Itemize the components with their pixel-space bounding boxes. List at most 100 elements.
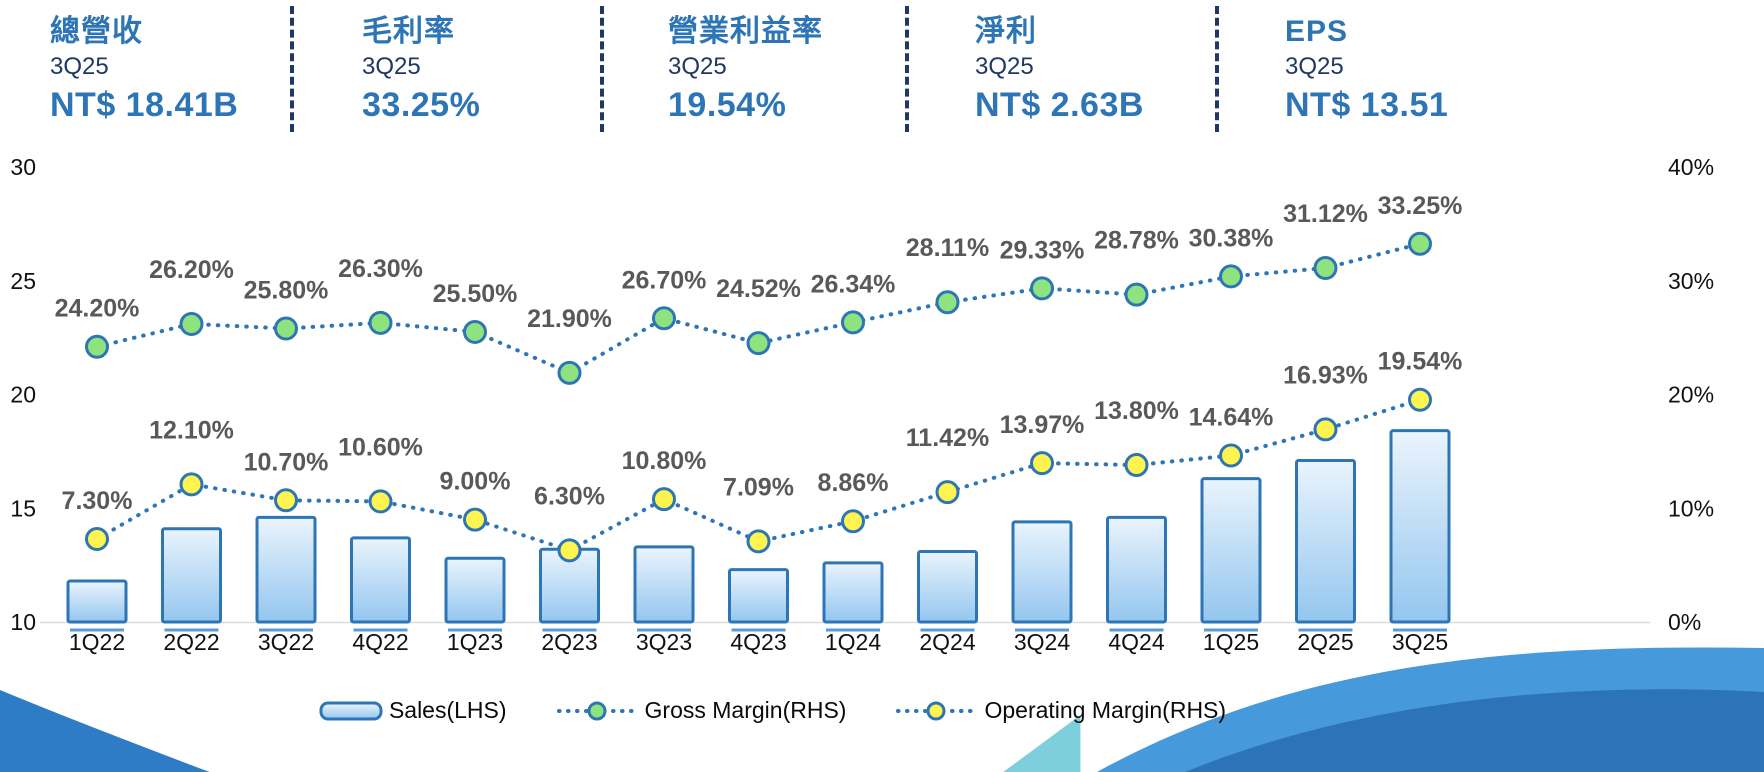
kpi-block-gross-margin: 毛利率 3Q25 33.25%	[290, 6, 600, 132]
x-axis-label: 1Q23	[447, 629, 503, 655]
operating-margin-marker	[274, 488, 298, 513]
kpi-period: 3Q25	[1285, 53, 1344, 80]
right-axis-tick: 30%	[1668, 268, 1714, 294]
operating-margin-data-label: 10.60%	[338, 433, 423, 461]
x-axis-label: 3Q23	[636, 629, 692, 655]
x-axis-label: 4Q24	[1108, 629, 1164, 655]
operating-margin-line	[95, 397, 1422, 553]
operating-margin-data-label: 13.97%	[1000, 411, 1085, 439]
x-axis-label: 3Q25	[1392, 629, 1448, 655]
gross-margin-data-label: 21.90%	[527, 305, 612, 333]
x-axis-label: 4Q23	[730, 629, 786, 655]
gross-margin-marker	[935, 290, 960, 315]
gross-margin-marker	[1408, 231, 1432, 256]
gross-margin-marker	[1313, 256, 1338, 281]
operating-margin-data-label: 14.64%	[1189, 403, 1274, 431]
gross-margin-data-label: 25.80%	[244, 277, 329, 305]
sales-bar	[1200, 477, 1262, 624]
legend-item-sales: Sales(LHS)	[319, 697, 507, 724]
left-axis-tick: 20	[10, 382, 36, 408]
operating-margin-line-swatch-icon	[896, 701, 977, 720]
operating-margin-data-label: 11.42%	[906, 424, 989, 452]
left-axis-tick: 30	[10, 154, 36, 180]
kpi-block-eps: EPS 3Q25 NT$ 13.51	[1215, 6, 1764, 132]
gross-margin-data-label: 28.11%	[906, 234, 989, 262]
operating-margin-marker	[85, 526, 109, 551]
kpi-header: 總營收 3Q25 NT$ 18.41B 毛利率 3Q25 33.25% 營業利益…	[0, 6, 1764, 132]
gross-margin-marker	[841, 310, 865, 335]
sales-bar	[728, 568, 789, 624]
kpi-value: NT$ 13.51	[1285, 86, 1449, 124]
operating-margin-data-label: 12.10%	[149, 416, 234, 444]
kpi-block-net-income: 淨利 3Q25 NT$ 2.63B	[905, 6, 1215, 132]
operating-margin-data-label: 16.93%	[1283, 361, 1368, 389]
operating-margin-marker	[1408, 387, 1432, 412]
right-axis-tick: 10%	[1668, 495, 1714, 521]
gross-margin-marker	[179, 311, 204, 336]
gross-margin-marker	[1124, 282, 1149, 307]
kpi-value: 19.54%	[668, 86, 787, 124]
sales-bar	[633, 545, 695, 624]
x-axis-label: 2Q25	[1297, 629, 1353, 655]
gross-margin-marker	[1030, 276, 1054, 301]
kpi-period: 3Q25	[362, 53, 421, 80]
gross-margin-data-label: 30.38%	[1189, 224, 1274, 252]
chart-legend: Sales(LHS) Gross Margin(RHS) Operating M…	[0, 697, 1545, 724]
left-axis-tick: 10	[10, 609, 36, 635]
x-axis-label: 2Q23	[541, 629, 597, 655]
x-axis-label: 1Q24	[825, 629, 881, 655]
operating-margin-data-label: 19.54%	[1378, 348, 1463, 376]
gross-margin-data-label: 26.34%	[811, 270, 896, 298]
wave-left	[0, 690, 210, 772]
operating-margin-data-label: 7.09%	[723, 473, 794, 501]
operating-margin-data-label: 8.86%	[818, 469, 889, 497]
kpi-value: NT$ 18.41B	[50, 86, 239, 124]
sales-bar	[822, 561, 884, 624]
gross-margin-line-swatch-icon	[556, 701, 637, 720]
kpi-title: 淨利	[975, 15, 1037, 48]
right-axis-tick: 0%	[1668, 609, 1701, 635]
gross-margin-data-label: 31.12%	[1283, 200, 1368, 228]
gross-margin-marker	[652, 306, 676, 331]
operating-margin-marker	[1030, 451, 1054, 476]
sales-bar	[917, 549, 978, 624]
operating-margin-marker	[1219, 443, 1243, 468]
operating-margin-data-label: 9.00%	[440, 468, 511, 496]
kpi-block-revenue: 總營收 3Q25 NT$ 18.41B	[0, 6, 290, 132]
sales-bar	[161, 527, 222, 624]
legend-label: Sales(LHS)	[388, 697, 507, 723]
operating-margin-data-label: 13.80%	[1094, 397, 1179, 425]
operating-margin-data-label: 6.30%	[534, 482, 605, 510]
gross-margin-marker	[1219, 264, 1243, 289]
operating-margin-marker	[557, 538, 582, 563]
gross-margin-marker	[368, 310, 393, 335]
gross-margin-data-label: 26.20%	[149, 256, 234, 284]
gross-margin-marker	[463, 319, 487, 344]
sales-bar	[66, 579, 128, 624]
gross-margin-data-label: 33.25%	[1378, 192, 1463, 220]
x-axis-label: 3Q22	[258, 629, 314, 655]
operating-margin-marker	[746, 529, 771, 554]
wave-teal-triangle	[1003, 715, 1081, 772]
legend-label: Operating Margin(RHS)	[984, 697, 1227, 723]
gross-margin-data-label: 24.20%	[55, 295, 140, 323]
right-axis-tick: 40%	[1668, 154, 1714, 180]
legend-label: Gross Margin(RHS)	[644, 697, 847, 723]
left-axis-tick: 15	[10, 495, 36, 521]
right-axis-tick: 20%	[1668, 382, 1714, 408]
sales-bar	[1106, 515, 1167, 624]
operating-margin-marker	[463, 507, 487, 532]
sales-bar	[350, 536, 411, 624]
operating-margin-data-label: 10.80%	[622, 447, 707, 475]
sales-bar-swatch-icon	[319, 701, 383, 720]
combo-chart: 30 25 20 15 10 40% 30% 20% 10% 0% 1Q22 2Q22 3Q22 4Q22…	[10, 154, 1714, 655]
x-axis-label: 2Q24	[919, 629, 975, 655]
kpi-period: 3Q25	[975, 53, 1034, 80]
sales-bar	[1295, 458, 1356, 624]
x-axis-label: 1Q25	[1203, 629, 1259, 655]
operating-margin-marker	[1313, 417, 1338, 442]
operating-margin-marker	[1124, 453, 1149, 478]
sales-bar	[255, 515, 317, 624]
operating-margin-marker	[841, 509, 865, 534]
operating-margin-marker	[652, 487, 676, 512]
